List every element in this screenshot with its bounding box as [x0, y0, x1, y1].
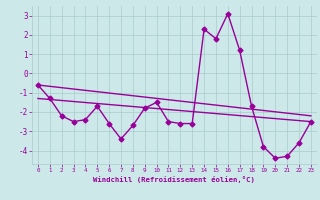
X-axis label: Windchill (Refroidissement éolien,°C): Windchill (Refroidissement éolien,°C) [93, 176, 255, 183]
